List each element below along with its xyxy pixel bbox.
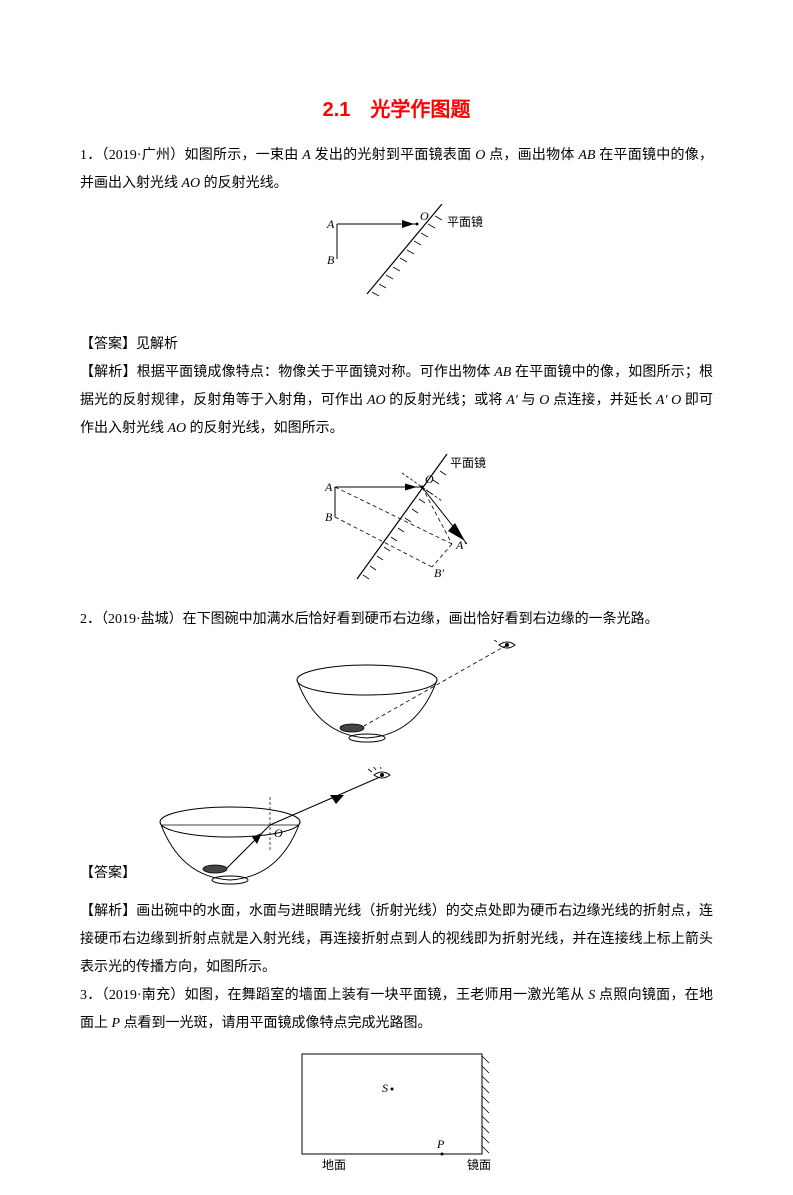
q1-A: A [302,148,311,163]
page-title: 2.1 光学作图题 [80,90,713,130]
q3-P: P [112,1016,121,1031]
q1-O: O [475,148,485,163]
explanation-2: 【解析】画出碗中的水面，水面与进眼睛光线（折射光线）的交点处即为硬币右边缘光线的… [80,898,713,982]
fig1-B: B [327,253,335,267]
q1-src: （2019·广州） [102,148,185,163]
fig2-label: 平面镜 [450,455,486,470]
fig5-S: S [382,1081,388,1095]
exp1-O: O [539,393,549,408]
figure-4: O [130,767,410,898]
ans1-text: 见解析 [136,337,178,352]
fig2-O: O [425,472,434,486]
q3-src: （2019·南充） [102,988,185,1003]
exp1-Ap: A' [506,393,518,408]
q3-t3: 点看到一光斑，请用平面镜成像特点完成光路图。 [120,1016,432,1031]
fig1-A: A [326,217,335,231]
fig1-label: 平面镜 [447,214,483,229]
fig4-O: O [274,826,283,840]
figure-1: A B O 平面镜 [80,204,713,325]
q2-text: 在下图碗中加满水后恰好看到硬币右边缘，画出恰好看到右边缘的一条光路。 [183,612,659,627]
fig2-B: B [325,510,333,524]
fig2-Ap: A' [455,538,466,552]
answer-1: 【答案】见解析 [80,331,713,359]
q1-t3: 点，画出物体 [485,148,578,163]
q1-t1: 如图所示，一束由 [184,148,302,163]
question-1: 1．（2019·广州）如图所示，一束由 A 发出的光射到平面镜表面 O 点，画出… [80,142,713,198]
ans-label-1: 【答案】 [80,337,136,352]
q2-num: 2． [80,612,101,627]
q2-src: （2019·盐城） [101,612,183,627]
explanation-1: 【解析】根据平面镜成像特点：物像关于平面镜对称。可作出物体 AB 在平面镜中的像… [80,359,713,443]
figure-3 [80,640,713,761]
exp1-AO2: AO [168,421,187,436]
exp1-AB: AB [494,365,511,380]
ans-label-2: 【答案】 [80,866,136,881]
fig5-mirror: 镜面 [467,1157,491,1172]
q3-num: 3． [80,988,102,1003]
figure-5: S P 地面 镜面 [80,1044,713,1195]
q1-num: 1． [80,148,102,163]
figure-2: 平面镜 A B O A' B' [80,449,713,600]
fig2-Bp: B' [434,566,444,580]
q1-AO: AO [182,176,201,191]
exp1-t4: 与 [518,393,540,408]
exp-label-1: 【解析】 [80,365,137,380]
exp1-t7: 的反射光线，如图所示。 [186,421,344,436]
exp1-t3: 的反射光线；或将 [386,393,507,408]
exp2-text: 画出碗中的水面，水面与进眼睛光线（折射光线）的交点处即为硬币右边缘光线的折射点，… [80,904,713,975]
q1-t2: 发出的光射到平面镜表面 [311,148,475,163]
exp1-t5: 点连接，并延长 [549,393,655,408]
question-2: 2．（2019·盐城）在下图碗中加满水后恰好看到硬币右边缘，画出恰好看到右边缘的… [80,606,713,634]
q1-AB: AB [578,148,595,163]
q1-t5: 的反射光线。 [200,176,288,191]
question-3: 3．（2019·南充）如图，在舞蹈室的墙面上装有一块平面镜，王老师用一激光笔从 … [80,982,713,1038]
q3-t1: 如图，在舞蹈室的墙面上装有一块平面镜，王老师用一激光笔从 [185,988,589,1003]
fig2-A: A [324,480,333,494]
fig5-P: P [436,1137,445,1151]
exp1-AO: AO [367,393,386,408]
exp1-ApO: A' O [656,393,681,408]
answer-2-label: 【答案】 [80,860,136,898]
fig5-ground: 地面 [322,1158,346,1172]
exp1-t1: 根据平面镜成像特点：物像关于平面镜对称。可作出物体 [137,365,495,380]
exp-label-2: 【解析】 [80,904,136,919]
